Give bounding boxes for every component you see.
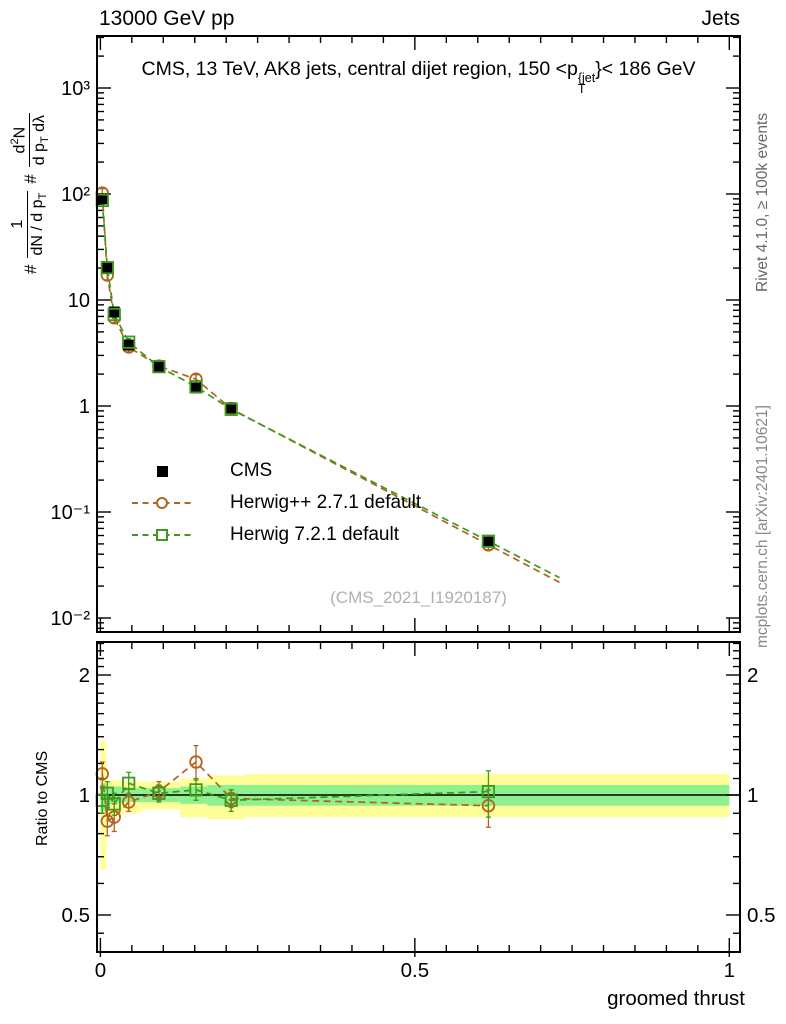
uncertainty-bands <box>97 740 740 870</box>
filled-square-marker <box>101 262 113 274</box>
filled-square-marker <box>108 306 120 318</box>
herwig7-legend-marker <box>132 523 192 547</box>
open-circle-marker <box>107 810 121 824</box>
analysis-group-label: Jets <box>701 7 740 30</box>
tick-label: 2 <box>79 664 90 687</box>
open-circle-marker <box>100 814 115 828</box>
rivet-version-text: Rivet 4.1.0, ≥ 100k events <box>754 112 771 292</box>
tick-label: 10⁻² <box>51 608 91 630</box>
legend-label: Herwig 7.2.1 default <box>230 524 399 545</box>
x-axis-title: groomed thrust <box>607 987 745 1010</box>
open-square-marker <box>107 307 121 322</box>
tick-label: 1 <box>79 784 90 807</box>
analysis-id-watermark: (CMS_2021_I1920187) <box>330 588 507 607</box>
tick-label: 0.5 <box>747 904 776 927</box>
open-circle-marker <box>481 799 496 813</box>
tick-label: 1 <box>747 784 758 807</box>
plot-title-supsub: {jet T <box>577 71 596 96</box>
herwigpp-legend-marker <box>132 491 192 515</box>
tick-label: 0 <box>95 959 106 982</box>
tick-label: 10⁻¹ <box>51 502 91 524</box>
tick-label: 10² <box>61 184 90 206</box>
plot-title-suffix: }< 186 GeV <box>595 58 696 80</box>
main-panel-frame <box>96 35 741 633</box>
tick-label: 2 <box>747 664 758 687</box>
open-square-marker <box>224 402 238 416</box>
legend-label: Herwig++ 2.7.1 default <box>230 492 422 513</box>
tick-label: 10³ <box>61 78 90 100</box>
cms-legend-marker <box>132 459 192 483</box>
y-axis-title: # 1 dN / d pT # d2N d pT dλ <box>6 112 56 274</box>
ratio-axis-title: Ratio to CMS <box>34 750 51 846</box>
open-square-marker <box>100 261 114 275</box>
plot-title-text: CMS, 13 TeV, AK8 jets, central dijet reg… <box>141 58 578 80</box>
tick-label: 0.5 <box>401 959 430 982</box>
open-circle-marker <box>189 755 203 769</box>
open-square-marker <box>481 534 496 548</box>
tick-label: 0.5 <box>62 904 91 927</box>
ratio-panel-frame <box>96 641 741 953</box>
filled-square-marker <box>96 193 108 205</box>
hash-symbol: # <box>20 174 40 184</box>
mcplots-reference-text: mcplots.cern.ch [arXiv:2401.10621] <box>754 405 771 648</box>
filled-square-marker <box>482 536 494 548</box>
tick-label: 1 <box>79 396 90 418</box>
open-square-marker <box>481 784 496 799</box>
filled-square-icon <box>156 465 168 477</box>
open-square-marker <box>152 360 166 374</box>
open-square-marker <box>100 786 114 800</box>
open-square-icon <box>156 529 168 541</box>
filled-square-marker <box>153 361 165 373</box>
tick-label: 10 <box>68 290 90 312</box>
main-line-herwigpp <box>101 193 560 584</box>
differential-fraction: d2N d pT dλ <box>6 112 56 168</box>
legend: CMS Herwig++ 2.7.1 default Herwig 7.2.1 … <box>132 455 421 551</box>
open-circle-marker <box>122 795 136 809</box>
plot-title-sub: T <box>577 82 586 96</box>
filled-square-marker <box>123 339 135 351</box>
tick-label: 1 <box>724 959 735 982</box>
open-square-marker <box>189 783 203 797</box>
plot-title: CMS, 13 TeV, AK8 jets, central dijet reg… <box>97 58 740 95</box>
beam-energy-label: 13000 GeV pp <box>99 7 235 30</box>
open-square-marker <box>224 793 238 807</box>
axis-tick-labels: 0 0.5 1 10³ 10² 10 1 10⁻¹ 10⁻² 2 2 1 1 0.5 0.5 <box>51 78 776 982</box>
open-square-marker <box>189 380 203 394</box>
open-square-marker <box>122 776 136 790</box>
open-circle-icon <box>156 497 168 509</box>
panel-frames <box>96 35 741 953</box>
plot-title-sup: {jet <box>577 71 596 85</box>
legend-row-herwigpp: Herwig++ 2.7.1 default <box>132 487 421 519</box>
open-square-marker <box>152 786 166 800</box>
legend-label: CMS <box>230 460 273 481</box>
open-square-marker <box>122 335 136 349</box>
normalisation-fraction: 1 dN / d pT <box>8 190 54 258</box>
legend-row-cms: CMS <box>132 455 421 487</box>
hash-symbol: # <box>20 264 40 274</box>
legend-row-herwig7: Herwig 7.2.1 default <box>132 519 421 551</box>
filled-square-marker <box>190 382 202 394</box>
ratio-line-herwig7 <box>101 782 489 806</box>
filled-square-marker <box>225 402 237 414</box>
open-square-marker <box>107 797 121 811</box>
